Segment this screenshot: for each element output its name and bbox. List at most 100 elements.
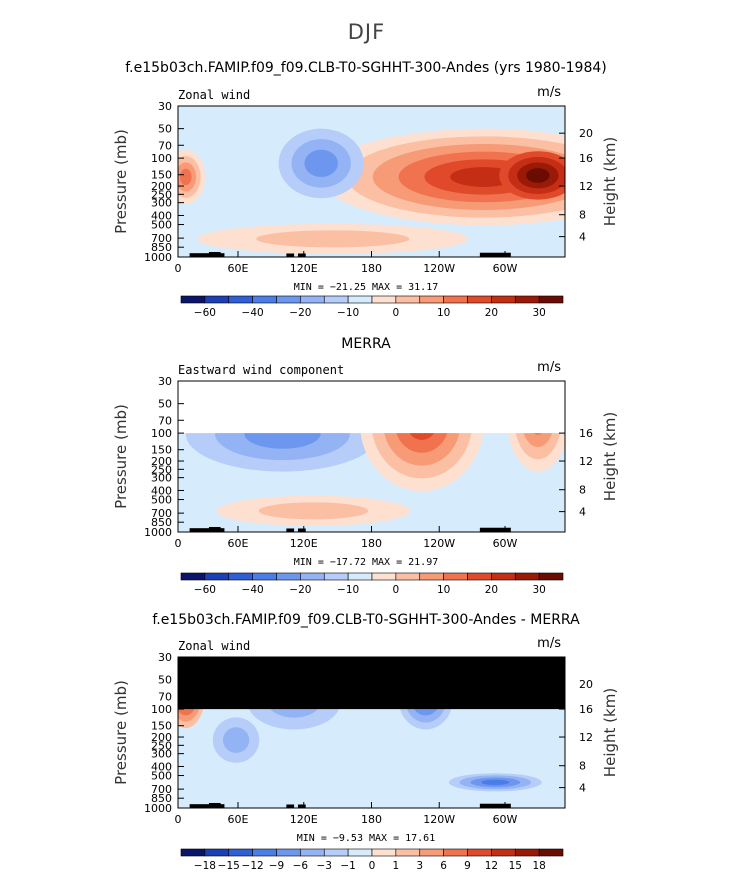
colorbar-label: −10 [337, 307, 359, 319]
y-tick-label: 700 [151, 232, 172, 245]
x-tick-label: 180 [361, 262, 382, 275]
min-max-stats: MIN = −17.72 MAX = 21.97 [294, 557, 439, 568]
colorbar-label: −18 [194, 860, 216, 872]
colorbar-swatch [300, 572, 325, 581]
colorbar-label: 3 [416, 860, 423, 872]
contour-field [178, 381, 565, 532]
min-max-stats: MIN = −21.25 MAX = 31.17 [294, 282, 439, 293]
colorbar-label: 20 [485, 307, 498, 319]
colorbar-label: 0 [369, 860, 376, 872]
topography [189, 804, 225, 808]
colorbar-swatch [467, 848, 492, 857]
y-tick-label: 100 [151, 703, 172, 716]
colorbar-label: −40 [242, 584, 264, 596]
colorbar-swatch [491, 295, 516, 304]
colorbar-label: 15 [509, 860, 522, 872]
colorbar-label: 20 [485, 584, 498, 596]
colorbar-swatch [419, 848, 444, 857]
panel-title: f.e15b03ch.FAMIP.f09_f09.CLB-T0-SGHHT-30… [125, 60, 606, 76]
x-tick-label: 60W [493, 537, 518, 550]
y-tick-label: 150 [151, 444, 172, 457]
colorbar-swatch [180, 572, 206, 581]
colorbar: −60 −40 −20 −10 0 10 20 30 [180, 295, 564, 319]
colorbar-label: −15 [218, 860, 240, 872]
topography [286, 253, 295, 257]
colorbar-label: 1 [393, 860, 400, 872]
colorbar-swatch [514, 295, 540, 304]
y-tick-label: 30 [158, 651, 172, 664]
colorbar-swatch [491, 572, 516, 581]
y-tick-label: 1000 [144, 802, 172, 815]
colorbar-swatch [204, 572, 230, 581]
y-tick-label: 150 [151, 169, 172, 182]
y-tick-label: 1000 [144, 526, 172, 539]
x-tick-label: 120E [290, 262, 318, 275]
x-tick-label: 60W [493, 813, 518, 826]
colorbar-label: 0 [393, 584, 400, 596]
colorbar-swatch [276, 848, 301, 857]
masked-region [178, 657, 565, 710]
min-max-stats: MIN = −9.53 MAX = 17.61 [297, 833, 435, 844]
x-tick-label: 180 [361, 813, 382, 826]
colorbar-label: −20 [289, 584, 311, 596]
y-tick-label: 30 [158, 375, 172, 388]
y-axis-label: Pressure (mb) [112, 404, 130, 509]
topography [297, 528, 306, 532]
panel-3: f.e15b03ch.FAMIP.f09_f09.CLB-T0-SGHHT-30… [112, 612, 619, 872]
x-tick-label: 0 [175, 537, 182, 550]
y-tick-label: 1000 [144, 251, 172, 264]
topography [297, 804, 306, 808]
contour-band [304, 149, 338, 178]
topography [189, 528, 225, 532]
y-tick-label: 50 [158, 398, 172, 411]
colorbar-swatch [228, 848, 253, 857]
y2-axis-label: Height (km) [601, 137, 619, 226]
y-tick-label: 200 [151, 180, 172, 193]
colorbar-swatch [371, 295, 397, 304]
colorbar-label: −9 [269, 860, 284, 872]
colorbar-swatch [276, 295, 301, 304]
x-tick-label: 120W [423, 813, 455, 826]
colorbar-label: −6 [293, 860, 309, 872]
panel-title: MERRA [341, 336, 391, 352]
colorbar: −60 −40 −20 −10 0 10 20 30 [180, 572, 564, 596]
colorbar-swatch [514, 848, 540, 857]
contour-field [178, 657, 565, 808]
missing-data-region [178, 381, 565, 434]
colorbar-swatch [204, 848, 230, 857]
y-tick-label: 250 [151, 739, 172, 752]
colorbar-swatch [252, 848, 277, 857]
topography [479, 527, 511, 532]
y2-tick-label: 4 [579, 782, 586, 795]
y-tick-label: 100 [151, 152, 172, 165]
colorbar-swatch [300, 848, 325, 857]
y-tick-label: 850 [151, 792, 172, 805]
y2-tick-label: 8 [579, 209, 586, 222]
topography [297, 253, 306, 257]
colorbar-swatch [347, 295, 373, 304]
y-tick-label: 850 [151, 516, 172, 529]
panel-units: m/s [537, 636, 561, 651]
contour-field [178, 106, 565, 257]
contour-band [481, 779, 510, 786]
topography [286, 528, 295, 532]
colorbar-swatch [419, 572, 444, 581]
y2-axis-label: Height (km) [601, 412, 619, 501]
y-tick-label: 150 [151, 720, 172, 733]
topography [479, 803, 511, 808]
y2-tick-label: 12 [579, 731, 593, 744]
colorbar-swatch [276, 572, 301, 581]
panel-title: f.e15b03ch.FAMIP.f09_f09.CLB-T0-SGHHT-30… [152, 612, 580, 628]
colorbar-label: 9 [464, 860, 471, 872]
y-tick-label: 50 [158, 123, 172, 136]
x-tick-label: 60E [228, 537, 249, 550]
colorbar-swatch [443, 572, 468, 581]
y2-tick-label: 8 [579, 760, 586, 773]
y-tick-label: 700 [151, 783, 172, 796]
colorbar: −18 −15 −12 −9 −6 −3 −1 0 1 3 6 9 12 15 18 [180, 848, 564, 872]
contour-band [179, 168, 192, 186]
colorbar-swatch [467, 572, 492, 581]
y2-tick-label: 20 [579, 678, 593, 691]
